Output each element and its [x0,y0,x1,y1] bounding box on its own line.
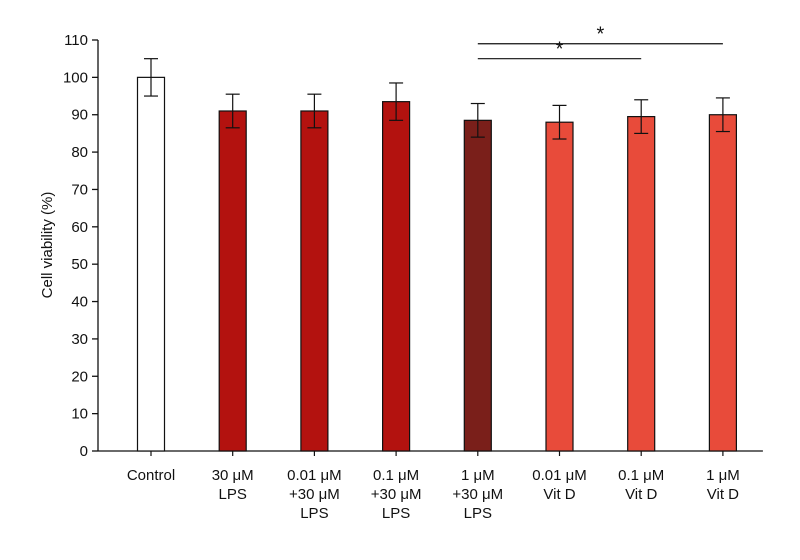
y-tick-label: 50 [71,256,88,273]
bar [463,119,492,452]
y-tick-label: 70 [71,181,88,198]
bar [218,110,247,452]
bar [136,76,166,452]
category-label: +30 μM [289,486,340,503]
significance-brackets: ** [477,24,723,61]
y-tick-label: 60 [71,219,88,236]
category-label: Vit D [707,486,739,503]
category-label: 1 μM [461,467,495,484]
y-tick-label: 90 [71,107,88,124]
significance-star: * [556,39,564,61]
category-label: 0.1 μM [618,467,664,484]
bar [300,110,329,452]
y-tick-label: 80 [71,144,88,161]
y-tick-label: 0 [80,443,88,460]
category-label: +30 μM [371,486,422,503]
category-label: LPS [464,505,492,522]
category-labels: Control 30 μM LPS 0.01 μM +30 μM LPS 0.1 μM +30… [127,467,740,522]
category-label: LPS [219,486,247,503]
category-label: +30 μM [452,486,503,503]
bar [708,114,738,452]
bar [382,101,411,452]
y-tick-label: 10 [71,406,88,423]
bar [545,121,574,452]
y-tick-label: 110 [64,32,88,49]
category-label: Control [127,467,175,484]
bar [627,115,656,452]
category-label: 0.01 μM [287,467,342,484]
category-label: LPS [300,505,328,522]
category-label: 0.1 μM [373,467,419,484]
y-tick-label: 30 [71,331,88,348]
category-label: Vit D [625,486,657,503]
y-tick-label: 40 [71,294,88,311]
category-label: 0.01 μM [532,467,587,484]
category-label: LPS [382,505,410,522]
category-label: Vit D [543,486,575,503]
category-label: 30 μM [212,467,254,484]
category-label: 1 μM [706,467,740,484]
significance-star: * [596,24,604,46]
axes: 0 10 20 30 40 50 60 70 80 90 100 110 [63,32,763,460]
error-bars [144,58,730,140]
y-tick-label: 100 [63,69,88,86]
y-tick-label: 20 [71,368,88,385]
y-axis-title: Cell viability (%) [39,192,56,299]
